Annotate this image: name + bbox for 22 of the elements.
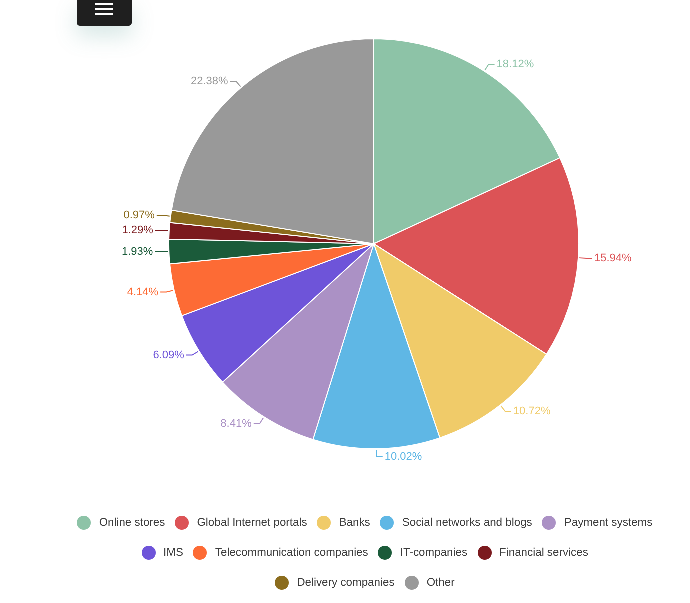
data-label: 10.72% <box>513 406 551 418</box>
data-label: 1.29% <box>122 224 154 237</box>
legend-label: Global Internet portals <box>197 517 308 529</box>
legend-label: Online stores <box>99 517 166 529</box>
data-label: 6.09% <box>153 349 185 362</box>
data-label: 4.14% <box>127 286 159 298</box>
data-label: 1.93% <box>122 246 154 258</box>
legend-label: Payment systems <box>564 517 653 529</box>
data-label: 15.94% <box>594 252 632 265</box>
legend-label: Financial services <box>500 547 588 559</box>
legend-label: IMS <box>164 547 184 559</box>
legend-label: Delivery companies <box>297 577 395 589</box>
legend-label: Telecommunication companies <box>215 547 368 559</box>
data-label: 8.41% <box>220 418 252 430</box>
legend-label: Banks <box>339 517 370 529</box>
legend-label: Social networks and blogs <box>402 517 532 529</box>
data-label: 10.02% <box>384 450 422 463</box>
data-label: 18.12% <box>496 58 534 71</box>
legend-label: Other <box>426 577 455 589</box>
data-label: 0.97% <box>124 209 156 222</box>
data-label: 22.38% <box>190 76 229 88</box>
legend-label: IT-companies <box>400 547 468 559</box>
